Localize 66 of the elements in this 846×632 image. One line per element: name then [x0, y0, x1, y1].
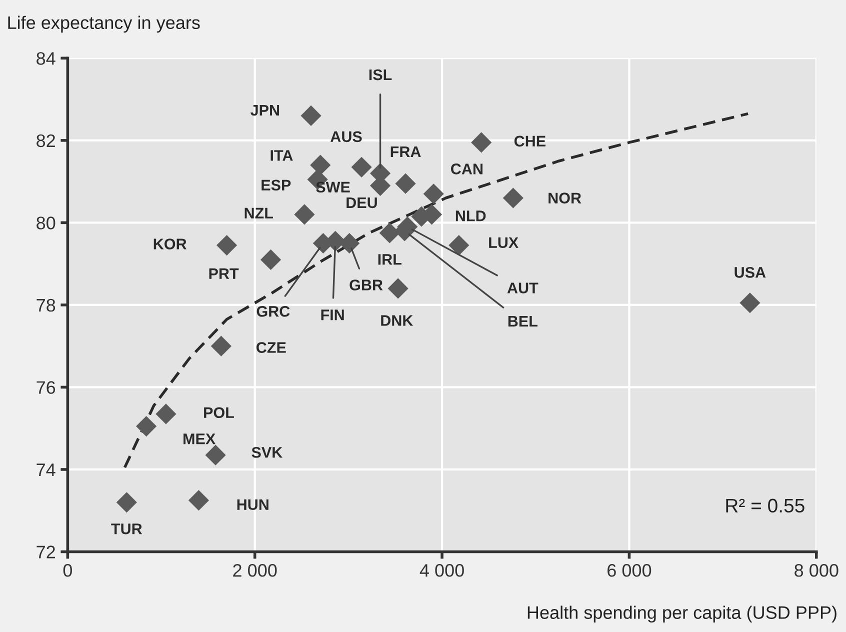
annotation: CHE [514, 136, 546, 147]
point [379, 222, 400, 244]
annotation: ESP [262, 180, 291, 191]
point [156, 404, 176, 424]
annotation: KOR [154, 238, 186, 250]
annotation: NOR [548, 192, 582, 204]
point [502, 188, 524, 208]
y-tick-label: 82 [36, 134, 55, 148]
point [388, 278, 408, 299]
point [395, 173, 416, 194]
annotation: MEX [184, 434, 216, 444]
point [423, 184, 444, 204]
annotation: HUN [237, 499, 268, 510]
y-tick-label: 84 [36, 52, 56, 65]
x-tick-label: 8 000 [794, 564, 838, 577]
point [300, 105, 322, 126]
x-tick-label: 2 000 [233, 564, 277, 577]
annotation: DEU [346, 197, 377, 208]
annotation: LUX [489, 237, 518, 248]
point [448, 234, 470, 256]
annotation: NZL [244, 208, 274, 218]
y-tick-label: 78 [36, 298, 56, 312]
annotation: NLD [456, 210, 486, 222]
point [310, 154, 331, 176]
point [216, 234, 238, 256]
x-tick-label: 6 000 [608, 564, 652, 577]
point [260, 249, 282, 270]
annotation: BEL [508, 316, 538, 327]
point [740, 292, 760, 314]
point [294, 204, 315, 225]
point [339, 232, 360, 254]
annotation: ISL [369, 69, 392, 80]
annotation: FIN [321, 310, 344, 320]
point [205, 444, 226, 466]
annotation: IRL [378, 254, 402, 265]
annotation: CAN [451, 164, 482, 174]
point [471, 132, 492, 153]
point [351, 156, 372, 178]
annotation: TUR [111, 524, 142, 534]
annotation: GBR [350, 280, 383, 290]
annotation: CZE [256, 342, 286, 353]
annotation: DNK [381, 315, 414, 326]
annotation: SWE [316, 182, 350, 193]
y-tick-label: 74 [36, 464, 56, 476]
x-tick-label: 0 [63, 564, 72, 577]
annotation: ITA [270, 150, 293, 161]
annotation: SVK [252, 446, 283, 458]
annotation: AUS [330, 131, 362, 142]
x-axis-title: Health spending per capita (USD PPP) [528, 606, 836, 623]
annotation: FRA [390, 146, 421, 157]
annotation: USA [734, 267, 766, 278]
x-tick-label: 4 000 [420, 564, 464, 577]
point [210, 336, 232, 356]
y-tick-label: 72 [36, 546, 55, 558]
point [136, 416, 157, 437]
annotation: GRC [256, 306, 290, 317]
y-axis-title: Life expectancy in years [8, 16, 200, 33]
y-tick-label: 76 [36, 381, 56, 394]
annotation: PRT [209, 268, 239, 279]
y-tick-label: 80 [36, 216, 56, 230]
point [188, 490, 210, 511]
annotation: POL [204, 407, 234, 418]
annotation: R² = 0.55 [726, 498, 804, 513]
annotation: JPN [250, 105, 280, 116]
annotation: AUT [507, 282, 538, 294]
point [116, 492, 137, 513]
